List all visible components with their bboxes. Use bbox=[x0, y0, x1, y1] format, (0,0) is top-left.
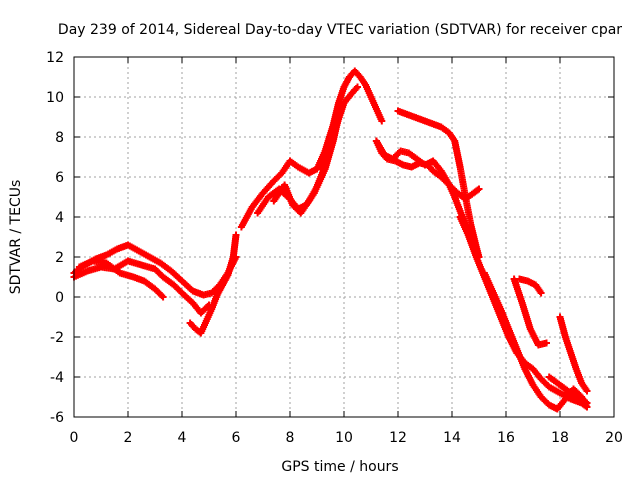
series-track-m bbox=[510, 275, 550, 349]
data-point bbox=[583, 387, 591, 395]
y-tick-label: -6 bbox=[50, 410, 64, 426]
y-tick-label: -2 bbox=[50, 330, 64, 346]
x-tick-label: 0 bbox=[70, 430, 79, 446]
series-track-g bbox=[270, 113, 343, 217]
y-tick-label: 12 bbox=[46, 50, 64, 66]
x-tick-label: 10 bbox=[335, 430, 353, 446]
chart-title: Day 239 of 2014, Sidereal Day-to-day VTE… bbox=[58, 22, 622, 38]
data-point bbox=[475, 185, 483, 193]
x-tick-label: 14 bbox=[443, 430, 461, 446]
series-track-c bbox=[75, 257, 167, 301]
x-tick-label: 2 bbox=[124, 430, 133, 446]
y-tick-label: 4 bbox=[55, 210, 64, 226]
series-track-e bbox=[237, 67, 386, 231]
series-track-o bbox=[545, 373, 591, 407]
x-tick-label: 20 bbox=[605, 430, 623, 446]
x-tick-label: 18 bbox=[551, 430, 569, 446]
series-track-l bbox=[480, 269, 591, 413]
series-track-n bbox=[516, 275, 545, 297]
data-point bbox=[378, 117, 386, 125]
x-axis-label: GPS time / hours bbox=[281, 459, 398, 475]
y-tick-label: 0 bbox=[55, 290, 64, 306]
y-tick-label: 6 bbox=[55, 170, 64, 186]
y-tick-label: 10 bbox=[46, 90, 64, 106]
x-tick-label: 8 bbox=[286, 430, 295, 446]
x-tick-labels: 0 2 4 6 8 10 12 14 16 18 20 bbox=[70, 430, 623, 446]
data-point bbox=[583, 399, 591, 407]
data-series bbox=[70, 67, 591, 413]
data-point bbox=[232, 231, 240, 239]
y-tick-label: -4 bbox=[50, 370, 64, 386]
y-tick-labels: -6 -4 -2 0 2 4 6 8 10 12 bbox=[46, 50, 64, 426]
plot-frame bbox=[73, 56, 615, 418]
x-tick-label: 6 bbox=[232, 430, 241, 446]
series-track-p bbox=[556, 313, 591, 395]
series-track-i bbox=[372, 137, 469, 229]
data-point bbox=[354, 83, 361, 91]
series-track-j bbox=[394, 107, 483, 261]
data-point bbox=[537, 289, 545, 297]
x-tick-label: 12 bbox=[389, 430, 407, 446]
data-point bbox=[335, 113, 343, 121]
series-track-d bbox=[186, 231, 240, 337]
y-axis-label: SDTVAR / TECUs bbox=[8, 180, 24, 295]
data-point bbox=[159, 293, 167, 301]
x-tick-label: 4 bbox=[178, 430, 187, 446]
data-point bbox=[543, 339, 550, 347]
y-tick-label: 2 bbox=[55, 250, 64, 266]
y-tick-label: 8 bbox=[55, 130, 64, 146]
x-tick-label: 16 bbox=[497, 430, 515, 446]
